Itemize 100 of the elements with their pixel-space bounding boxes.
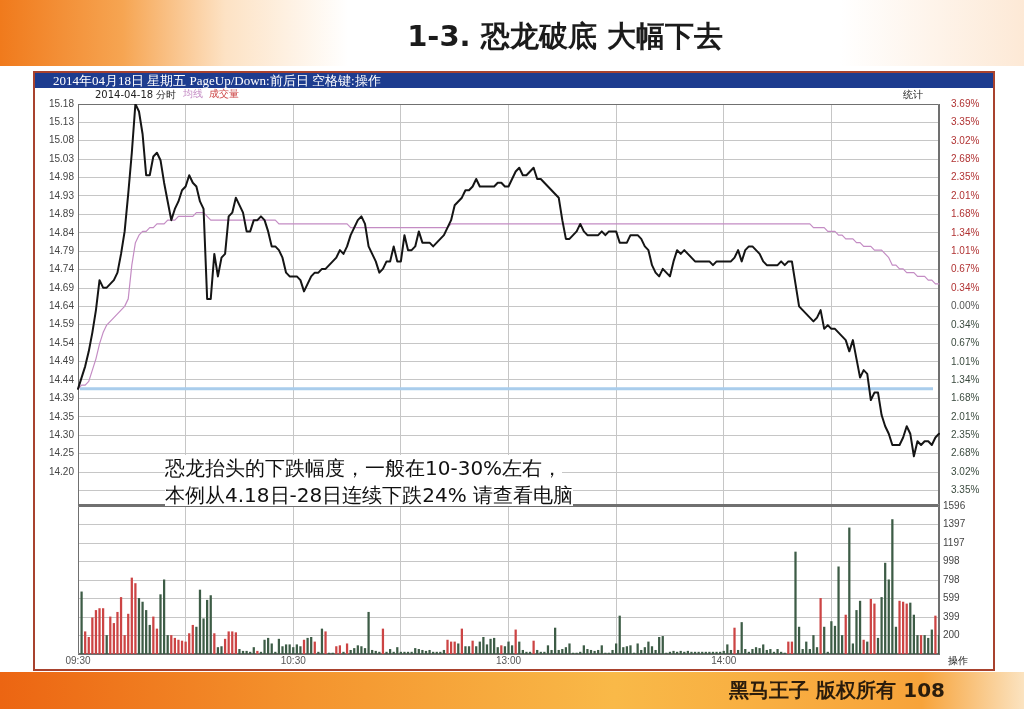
bar bbox=[292, 647, 295, 654]
bar bbox=[471, 640, 474, 654]
y-tick-label: 14.69 bbox=[48, 281, 75, 293]
y2-tick-label: 0.67% bbox=[951, 263, 980, 275]
bar bbox=[256, 650, 259, 654]
y2-tick-label: 3.02% bbox=[951, 465, 980, 477]
bar bbox=[564, 647, 568, 654]
x-tick-label: 13:00 bbox=[495, 654, 522, 666]
bar bbox=[464, 646, 467, 654]
bar bbox=[220, 646, 223, 654]
bar bbox=[324, 631, 327, 654]
y-tick-label: 14.44 bbox=[48, 373, 75, 385]
bar bbox=[898, 600, 901, 654]
bar bbox=[733, 627, 736, 654]
bar bbox=[830, 621, 833, 654]
bar bbox=[403, 651, 406, 654]
y2-tick-label: 1.68% bbox=[951, 392, 980, 404]
y2-tick-label: 2.68% bbox=[951, 447, 980, 459]
bar bbox=[754, 647, 758, 654]
y-tick-label: 15.18 bbox=[48, 97, 75, 109]
bar bbox=[776, 649, 779, 654]
bar bbox=[367, 611, 370, 654]
bar bbox=[629, 645, 632, 654]
bar bbox=[794, 551, 797, 654]
text: 操作 bbox=[948, 654, 968, 668]
y-tick-label: 15.08 bbox=[48, 134, 75, 146]
y2-tick-label: 0.34% bbox=[951, 281, 980, 293]
bar bbox=[510, 645, 514, 654]
bar bbox=[245, 650, 248, 654]
bar bbox=[252, 647, 255, 654]
y-tick-label: 14.93 bbox=[48, 189, 75, 201]
bar bbox=[141, 601, 144, 654]
y-tick-label: 14.49 bbox=[48, 355, 75, 367]
bar bbox=[353, 648, 356, 654]
y-tick-label: 998 bbox=[943, 555, 961, 567]
bar bbox=[356, 645, 359, 654]
y-tick-label: 14.59 bbox=[48, 318, 75, 330]
bar bbox=[417, 649, 420, 654]
bar bbox=[231, 631, 234, 654]
bar bbox=[457, 643, 460, 654]
bar bbox=[690, 651, 693, 654]
bar bbox=[615, 643, 618, 654]
bar bbox=[937, 635, 939, 654]
y2-tick-label: 3.02% bbox=[951, 134, 980, 146]
bar bbox=[496, 647, 499, 654]
bar bbox=[482, 636, 485, 654]
y-tick-label: 14.74 bbox=[48, 263, 75, 275]
bar bbox=[636, 643, 639, 654]
bar bbox=[284, 644, 288, 654]
y-tick-label: 1397 bbox=[943, 518, 966, 530]
y2-tick-label: 1.34% bbox=[951, 373, 980, 385]
y-tick-label: 1596 bbox=[943, 499, 966, 511]
y-tick-label: 14.64 bbox=[48, 300, 75, 312]
y2-tick-label: 3.35% bbox=[951, 116, 980, 128]
bar bbox=[819, 598, 822, 654]
bar bbox=[708, 651, 711, 654]
y2-tick-label: 1.01% bbox=[951, 244, 980, 256]
bar bbox=[177, 639, 180, 654]
y2-tick-label: 1.01% bbox=[951, 355, 980, 367]
y2-tick-label: 1.34% bbox=[951, 226, 980, 238]
bar bbox=[507, 641, 510, 654]
bar bbox=[812, 635, 815, 654]
bar bbox=[234, 632, 237, 654]
y-tick-label: 599 bbox=[943, 592, 961, 604]
bar bbox=[288, 644, 291, 654]
y2-tick-label: 3.35% bbox=[951, 484, 980, 496]
y-tick-label: 14.20 bbox=[48, 465, 75, 477]
bar bbox=[338, 645, 342, 654]
y2-tick-label: 1.68% bbox=[951, 207, 980, 219]
bar bbox=[568, 643, 571, 654]
bar bbox=[934, 615, 937, 654]
y-tick-label: 14.54 bbox=[48, 336, 75, 348]
bar bbox=[758, 648, 761, 654]
bar bbox=[446, 639, 449, 654]
annotation: 恐龙抬头的下跌幅度，一般在10-30%左右， bbox=[165, 455, 563, 482]
bar bbox=[873, 603, 876, 654]
y2-tick-label: 2.35% bbox=[951, 171, 980, 183]
bar bbox=[489, 638, 492, 654]
y-tick-label: 15.03 bbox=[48, 152, 75, 164]
bar bbox=[306, 637, 309, 654]
x-tick-label: 14:00 bbox=[711, 654, 737, 666]
annotation: 本例从4.18日-28日连续下跌24% 请查看电脑 bbox=[165, 482, 574, 509]
bar bbox=[388, 649, 392, 654]
bar bbox=[672, 650, 675, 654]
y-tick-label: 14.79 bbox=[48, 245, 75, 257]
chart-title: 1-3. 恐龙破底 大幅下去 bbox=[406, 18, 724, 55]
bar bbox=[751, 649, 754, 654]
y-tick-label: 14.39 bbox=[48, 392, 75, 404]
y-tick-label: 798 bbox=[943, 573, 961, 585]
bar bbox=[421, 649, 424, 654]
y-tick-label: 14.30 bbox=[48, 429, 75, 441]
bar bbox=[546, 645, 550, 654]
bar bbox=[216, 647, 220, 654]
bar bbox=[84, 631, 87, 654]
y-tick-label: 399 bbox=[943, 610, 961, 622]
bar bbox=[600, 645, 603, 654]
y-tick-label: 14.35 bbox=[48, 410, 75, 422]
bar bbox=[593, 650, 596, 654]
bar bbox=[837, 566, 840, 654]
text: 黑马王子 版权所有 108 bbox=[729, 677, 945, 704]
